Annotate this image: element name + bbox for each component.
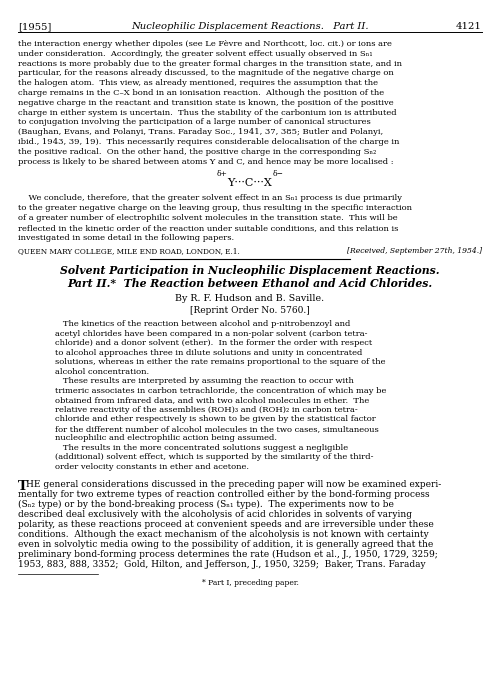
Text: Nucleophilic Displacement Reactions.   Part II.: Nucleophilic Displacement Reactions. Par… [131, 22, 369, 31]
Text: nucleophilic and electrophilic action being assumed.: nucleophilic and electrophilic action be… [55, 434, 277, 442]
Text: the halogen atom.  This view, as already mentioned, requires the assumption that: the halogen atom. This view, as already … [18, 79, 378, 87]
Text: even in solvolytic media owing to the possibility of addition, it is generally a: even in solvolytic media owing to the po… [18, 540, 433, 549]
Text: the interaction energy whether dipoles (see Le Fèvre and Northcott, loc. cit.) o: the interaction energy whether dipoles (… [18, 40, 392, 48]
Text: acetyl chlorides have been compared in a non-polar solvent (carbon tetra-: acetyl chlorides have been compared in a… [55, 330, 368, 337]
Text: conditions.  Although the exact mechanism of the alcoholysis is not known with c: conditions. Although the exact mechanism… [18, 530, 429, 539]
Text: δ−: δ− [272, 170, 283, 179]
Text: particular, for the reasons already discussed, to the magnitude of the negative : particular, for the reasons already disc… [18, 69, 394, 77]
Text: Solvent Participation in Nucleophilic Displacement Reactions.: Solvent Participation in Nucleophilic Di… [60, 265, 440, 276]
Text: Y···C···X: Y···C···X [228, 179, 272, 188]
Text: δ+: δ+ [216, 170, 228, 179]
Text: reflected in the kinetic order of the reaction under suitable conditions, and th: reflected in the kinetic order of the re… [18, 224, 398, 232]
Text: of a greater number of electrophilic solvent molecules in the transition state. : of a greater number of electrophilic sol… [18, 214, 398, 222]
Text: [Received, September 27th, 1954.]: [Received, September 27th, 1954.] [347, 247, 482, 255]
Text: mentally for two extreme types of reaction controlled either by the bond-forming: mentally for two extreme types of reacti… [18, 490, 430, 499]
Text: charge remains in the C–X bond in an ionisation reaction.  Although the position: charge remains in the C–X bond in an ion… [18, 89, 384, 97]
Text: the positive radical.  On the other hand, the positive charge in the correspondi: the positive radical. On the other hand,… [18, 148, 376, 155]
Text: investigated in some detail in the following papers.: investigated in some detail in the follo… [18, 234, 234, 242]
Text: process is likely to be shared between atoms Y and C, and hence may be more loca: process is likely to be shared between a… [18, 158, 394, 166]
Text: preliminary bond-forming process determines the rate (Hudson et al., J., 1950, 1: preliminary bond-forming process determi… [18, 550, 438, 559]
Text: The results in the more concentrated solutions suggest a negligible: The results in the more concentrated sol… [55, 443, 348, 452]
Text: (additional) solvent effect, which is supported by the similarity of the third-: (additional) solvent effect, which is su… [55, 453, 374, 461]
Text: charge in either system is uncertain.  Thus the stability of the carbonium ion i: charge in either system is uncertain. Th… [18, 109, 396, 117]
Text: Part II.*  The Reaction between Ethanol and Acid Chlorides.: Part II.* The Reaction between Ethanol a… [68, 278, 432, 289]
Text: chloride and ether respectively is shown to be given by the statistical factor: chloride and ether respectively is shown… [55, 415, 376, 423]
Text: 1953, 883, 888, 3352;  Gold, Hilton, and Jefferson, J., 1950, 3259;  Baker, Tran: 1953, 883, 888, 3352; Gold, Hilton, and … [18, 560, 426, 569]
Text: HE general considerations discussed in the preceding paper will now be examined : HE general considerations discussed in t… [26, 480, 442, 489]
Text: By R. F. Hudson and B. Saville.: By R. F. Hudson and B. Saville. [176, 294, 324, 304]
Text: The kinetics of the reaction between alcohol and p-nitrobenzoyl and: The kinetics of the reaction between alc… [55, 320, 350, 328]
Text: to conjugation involving the participation of a large number of canonical struct: to conjugation involving the participati… [18, 118, 371, 126]
Text: to the greater negative charge on the leaving group, thus resulting in the speci: to the greater negative charge on the le… [18, 204, 412, 213]
Text: 4121: 4121 [456, 22, 482, 31]
Text: These results are interpreted by assuming the reaction to occur with: These results are interpreted by assumin… [55, 378, 354, 385]
Text: (Baughan, Evans, and Polanyi, Trans. Faraday Soc., 1941, 37, 385; Butler and Pol: (Baughan, Evans, and Polanyi, Trans. Far… [18, 128, 383, 136]
Text: relative reactivity of the assemblies (ROH)₃ and (ROH)₂ in carbon tetra-: relative reactivity of the assemblies (R… [55, 405, 358, 414]
Text: We conclude, therefore, that the greater solvent effect in an Sₙ₁ process is due: We conclude, therefore, that the greater… [18, 194, 402, 202]
Text: T: T [18, 480, 28, 493]
Text: [Reprint Order No. 5760.]: [Reprint Order No. 5760.] [190, 306, 310, 315]
Text: solutions, whereas in either the rate remains proportional to the square of the: solutions, whereas in either the rate re… [55, 359, 386, 366]
Text: under consideration.  Accordingly, the greater solvent effect usually observed i: under consideration. Accordingly, the gr… [18, 50, 372, 58]
Text: trimeric associates in carbon tetrachloride, the concentration of which may be: trimeric associates in carbon tetrachlor… [55, 387, 386, 394]
Text: order velocity constants in ether and acetone.: order velocity constants in ether and ac… [55, 462, 249, 471]
Text: alcohol concentration.: alcohol concentration. [55, 368, 149, 375]
Text: described deal exclusively with the alcoholysis of acid chlorides in solvents of: described deal exclusively with the alco… [18, 510, 412, 519]
Text: polarity, as these reactions proceed at convenient speeds and are irreversible u: polarity, as these reactions proceed at … [18, 520, 434, 529]
Text: [1955]: [1955] [18, 22, 52, 31]
Text: * Part I, preceding paper.: * Part I, preceding paper. [202, 579, 298, 587]
Text: obtained from infrared data, and with two alcohol molecules in ether.  The: obtained from infrared data, and with tw… [55, 397, 369, 404]
Text: reactions is more probably due to the greater formal charges in the transition s: reactions is more probably due to the gr… [18, 60, 402, 68]
Text: to alcohol approaches three in dilute solutions and unity in concentrated: to alcohol approaches three in dilute so… [55, 349, 362, 356]
Text: (Sₙ₂ type) or by the bond-breaking process (Sₙ₁ type).  The experiments now to b: (Sₙ₂ type) or by the bond-breaking proce… [18, 500, 394, 509]
Text: chloride) and a donor solvent (ether).  In the former the order with respect: chloride) and a donor solvent (ether). I… [55, 340, 372, 347]
Text: QUEEN MARY COLLEGE, MILE END ROAD, LONDON, E.1.: QUEEN MARY COLLEGE, MILE END ROAD, LONDO… [18, 247, 240, 255]
Text: ibid., 1943, 39, 19).  This necessarily requires considerable delocalisation of : ibid., 1943, 39, 19). This necessarily r… [18, 138, 400, 146]
Text: negative charge in the reactant and transition state is known, the position of t: negative charge in the reactant and tran… [18, 99, 394, 107]
Text: for the different number of alcohol molecules in the two cases, simultaneous: for the different number of alcohol mole… [55, 424, 379, 433]
